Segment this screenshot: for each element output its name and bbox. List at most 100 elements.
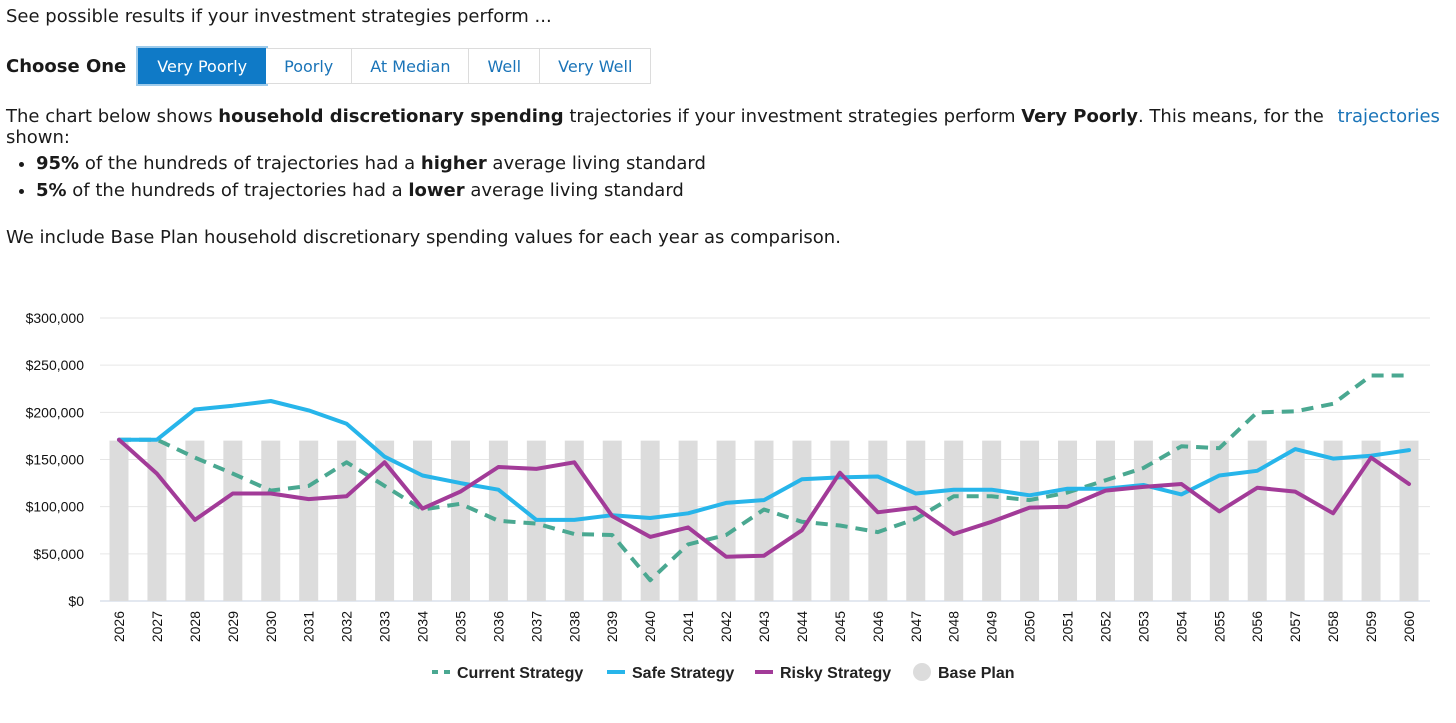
desc-bold-2: Very Poorly bbox=[1021, 106, 1138, 127]
x-tick-label: 2048 bbox=[946, 611, 962, 642]
bullet-higher: 95% of the hundreds of trajectories had … bbox=[36, 152, 706, 175]
x-tick-label: 2040 bbox=[642, 611, 658, 642]
base-plan-bar bbox=[488, 440, 508, 601]
base-plan-bar bbox=[944, 440, 964, 601]
base-plan-bar bbox=[1323, 440, 1343, 601]
base-plan-bar bbox=[413, 440, 433, 601]
base-plan-bar bbox=[147, 440, 167, 601]
result-bullets: 95% of the hundreds of trajectories had … bbox=[14, 152, 706, 206]
x-tick-label: 2026 bbox=[111, 611, 127, 642]
base-plan-bar bbox=[716, 440, 736, 601]
base-plan-bar bbox=[830, 440, 850, 601]
option-very-poorly-button[interactable]: Very Poorly bbox=[138, 48, 267, 84]
choose-label: Choose One bbox=[6, 55, 127, 77]
bullet-lower-pct: 5% bbox=[36, 180, 67, 201]
x-tick-label: 2047 bbox=[908, 611, 924, 642]
base-plan-bar bbox=[450, 440, 470, 601]
x-tick-label: 2032 bbox=[339, 611, 355, 642]
x-tick-label: 2038 bbox=[566, 611, 582, 642]
y-tick-label: $100,000 bbox=[26, 499, 85, 515]
x-tick-label: 2043 bbox=[756, 611, 772, 642]
x-tick-label: 2044 bbox=[794, 611, 810, 642]
y-tick-label: $300,000 bbox=[26, 310, 85, 326]
base-plan-bar bbox=[1133, 440, 1153, 601]
desc-text-3: . This means, for the bbox=[1137, 106, 1324, 127]
x-tick-label: 2027 bbox=[149, 611, 165, 642]
x-tick-label: 2060 bbox=[1401, 611, 1417, 642]
base-plan-bar bbox=[754, 440, 774, 601]
base-plan-bar bbox=[678, 440, 698, 601]
safe-strategy-line bbox=[117, 399, 1411, 522]
bullet-lower: 5% of the hundreds of trajectories had a… bbox=[36, 179, 706, 202]
safe-strategy-legend-label: Safe Strategy bbox=[632, 665, 734, 682]
base-plan-bar bbox=[1171, 440, 1191, 601]
x-tick-label: 2029 bbox=[225, 611, 241, 642]
base-plan-bar bbox=[1020, 440, 1040, 601]
base-plan-bar bbox=[1247, 440, 1267, 601]
chart-description: The chart below shows household discreti… bbox=[6, 106, 1456, 148]
x-tick-label: 2041 bbox=[680, 611, 696, 642]
desc-text-4: shown: bbox=[6, 127, 70, 148]
x-tick-label: 2042 bbox=[718, 611, 734, 642]
option-at-median-button[interactable]: At Median bbox=[352, 48, 470, 84]
x-tick-label: 2057 bbox=[1287, 611, 1303, 642]
base-plan-bar bbox=[337, 440, 357, 601]
x-tick-label: 2028 bbox=[187, 611, 203, 642]
x-tick-label: 2054 bbox=[1173, 611, 1189, 642]
bullet-higher-tail: average living standard bbox=[486, 153, 706, 174]
base-plan-bar bbox=[1095, 440, 1115, 601]
x-tick-label: 2046 bbox=[870, 611, 886, 642]
base-plan-legend-label: Base Plan bbox=[938, 665, 1014, 682]
x-tick-label: 2045 bbox=[832, 611, 848, 642]
base-plan-note: We include Base Plan household discretio… bbox=[6, 227, 841, 248]
desc-text-1: The chart below shows bbox=[6, 106, 219, 127]
x-tick-label: 2031 bbox=[301, 611, 317, 642]
x-tick-label: 2055 bbox=[1211, 611, 1227, 642]
base-plan-bar bbox=[640, 440, 660, 601]
bullet-higher-pct: 95% bbox=[36, 153, 80, 174]
bullet-higher-text: of the hundreds of trajectories had a bbox=[79, 153, 421, 174]
y-tick-label: $150,000 bbox=[26, 452, 85, 468]
current-strategy-line bbox=[119, 373, 1409, 583]
base-plan-bar bbox=[1058, 440, 1078, 601]
base-plan-bar bbox=[1361, 440, 1381, 601]
x-tick-label: 2056 bbox=[1249, 611, 1265, 642]
bullet-higher-bold: higher bbox=[420, 153, 487, 174]
desc-text-2: trajectories if your investment strategi… bbox=[563, 106, 1022, 127]
option-well-button[interactable]: Well bbox=[469, 48, 541, 84]
risky-strategy-line bbox=[117, 437, 1411, 559]
x-tick-label: 2039 bbox=[604, 611, 620, 642]
x-tick-label: 2059 bbox=[1363, 611, 1379, 642]
base-plan-bar bbox=[223, 440, 243, 601]
base-plan-bar bbox=[261, 440, 281, 601]
y-tick-label: $250,000 bbox=[26, 357, 85, 373]
current-strategy-legend-label: Current Strategy bbox=[457, 665, 583, 682]
y-tick-label: $200,000 bbox=[26, 404, 85, 420]
base-plan-legend-symbol bbox=[913, 663, 931, 681]
x-tick-label: 2050 bbox=[1022, 611, 1038, 642]
x-tick-label: 2037 bbox=[528, 611, 544, 642]
bullet-lower-bold: lower bbox=[408, 180, 465, 201]
choose-row: Choose One Very Poorly Poorly At Median … bbox=[6, 48, 652, 84]
base-plan-bar bbox=[602, 440, 622, 601]
y-tick-label: $50,000 bbox=[33, 546, 84, 562]
trajectories-link[interactable]: trajectories bbox=[1337, 106, 1440, 127]
x-tick-label: 2051 bbox=[1060, 611, 1076, 642]
risky-strategy-legend-label: Risky Strategy bbox=[780, 665, 891, 682]
desc-bold-1: household discretionary spending bbox=[218, 106, 564, 127]
x-tick-label: 2035 bbox=[452, 611, 468, 642]
x-tick-label: 2030 bbox=[263, 611, 279, 642]
base-plan-bar bbox=[109, 440, 129, 601]
bullet-lower-tail: average living standard bbox=[464, 180, 684, 201]
performance-selector: Very Poorly Poorly At Median Well Very W… bbox=[138, 48, 652, 84]
intro-text: See possible results if your investment … bbox=[6, 6, 552, 27]
base-plan-bar bbox=[868, 440, 888, 601]
option-very-well-button[interactable]: Very Well bbox=[540, 48, 652, 84]
base-plan-bar bbox=[1285, 440, 1305, 601]
x-tick-label: 2052 bbox=[1097, 611, 1113, 642]
y-tick-label: $0 bbox=[68, 593, 84, 609]
option-poorly-button[interactable]: Poorly bbox=[266, 48, 353, 84]
x-tick-label: 2034 bbox=[415, 611, 431, 642]
base-plan-bar bbox=[1399, 440, 1419, 601]
x-tick-label: 2058 bbox=[1325, 611, 1341, 642]
